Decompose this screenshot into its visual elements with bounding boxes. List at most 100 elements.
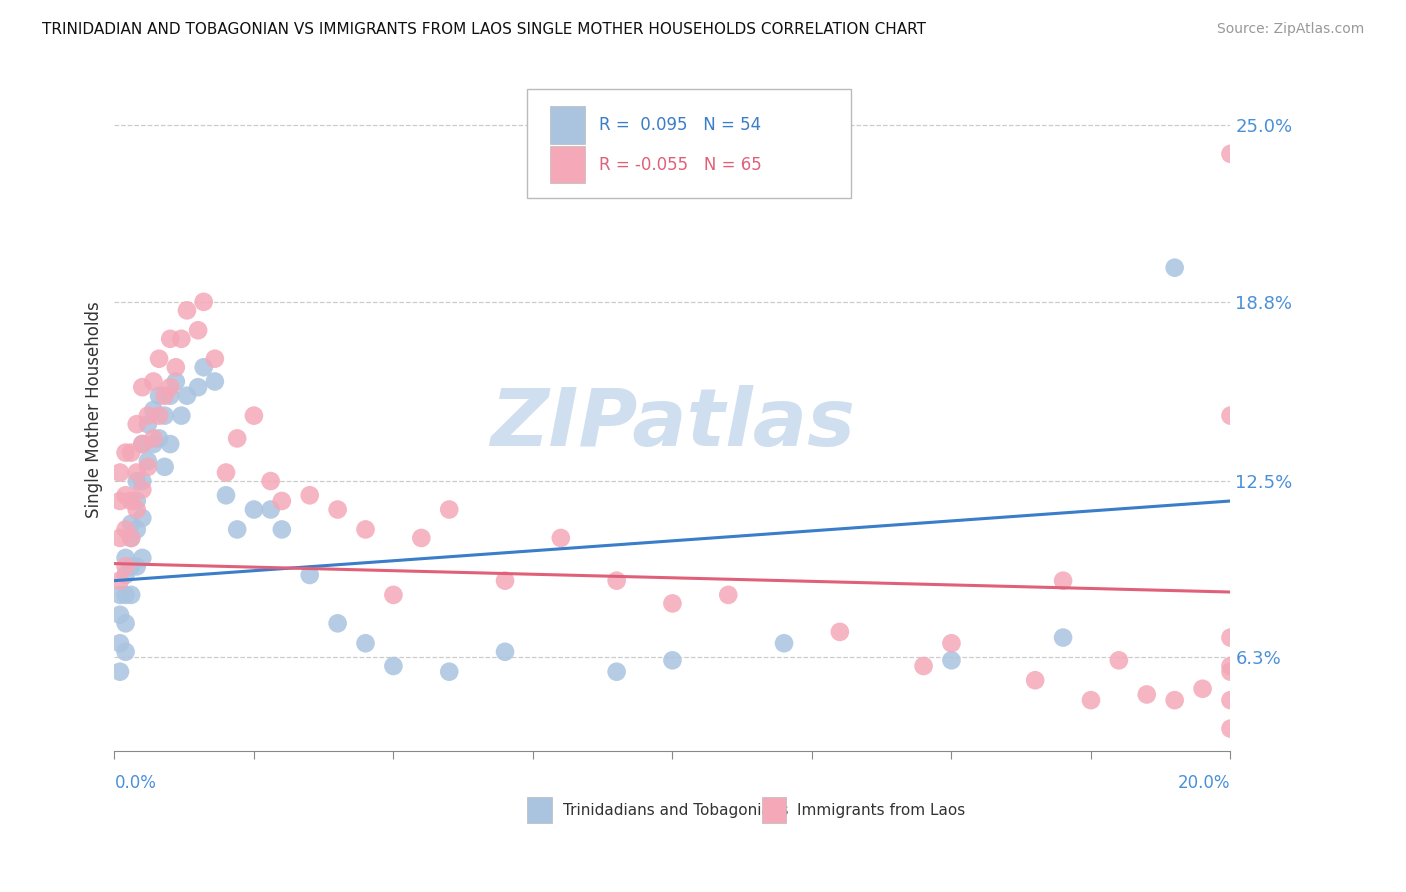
Text: Trinidadians and Tobagonians: Trinidadians and Tobagonians <box>562 803 789 818</box>
Text: TRINIDADIAN AND TOBAGONIAN VS IMMIGRANTS FROM LAOS SINGLE MOTHER HOUSEHOLDS CORR: TRINIDADIAN AND TOBAGONIAN VS IMMIGRANTS… <box>42 22 927 37</box>
Point <box>153 389 176 403</box>
Point <box>354 636 377 650</box>
Point <box>108 531 131 545</box>
Point <box>120 531 142 545</box>
Point <box>148 409 170 423</box>
Point <box>606 665 628 679</box>
Point <box>828 624 851 639</box>
Point <box>193 294 215 309</box>
Point <box>108 574 131 588</box>
Point <box>494 645 516 659</box>
Text: R = -0.055   N = 65: R = -0.055 N = 65 <box>599 156 762 174</box>
Point <box>131 437 153 451</box>
FancyBboxPatch shape <box>550 145 585 183</box>
Point <box>326 502 349 516</box>
Point <box>176 389 198 403</box>
Point <box>136 417 159 432</box>
Point <box>176 303 198 318</box>
Point <box>1219 659 1241 673</box>
Point <box>170 409 193 423</box>
Point <box>550 531 572 545</box>
Point <box>131 437 153 451</box>
Point <box>114 568 136 582</box>
Point <box>215 466 238 480</box>
Point <box>260 474 283 488</box>
Point <box>661 596 683 610</box>
Point <box>125 559 148 574</box>
Point <box>941 636 963 650</box>
FancyBboxPatch shape <box>527 89 851 198</box>
Point <box>120 516 142 531</box>
Point <box>114 645 136 659</box>
Point <box>142 375 165 389</box>
Point <box>326 616 349 631</box>
Point <box>1219 147 1241 161</box>
Point <box>131 380 153 394</box>
Point <box>148 351 170 366</box>
Point <box>142 431 165 445</box>
Point <box>114 445 136 459</box>
Point <box>120 559 142 574</box>
Point <box>108 607 131 622</box>
Point <box>717 588 740 602</box>
Point <box>148 389 170 403</box>
Point <box>108 588 131 602</box>
Point <box>131 550 153 565</box>
Text: 0.0%: 0.0% <box>114 774 156 792</box>
Point <box>125 417 148 432</box>
Point <box>142 403 165 417</box>
Point <box>1052 574 1074 588</box>
Point <box>912 659 935 673</box>
Point <box>215 488 238 502</box>
Point <box>120 588 142 602</box>
Point <box>260 502 283 516</box>
Point <box>114 588 136 602</box>
Point <box>108 494 131 508</box>
Point <box>114 488 136 502</box>
Point <box>114 523 136 537</box>
Point <box>439 502 461 516</box>
FancyBboxPatch shape <box>762 797 786 823</box>
Point <box>125 502 148 516</box>
Point <box>108 665 131 679</box>
Point <box>187 380 209 394</box>
Point <box>193 360 215 375</box>
Point <box>125 494 148 508</box>
Point <box>298 488 321 502</box>
Point <box>159 437 181 451</box>
Point <box>382 588 405 602</box>
Point <box>153 459 176 474</box>
Point <box>439 665 461 679</box>
Point <box>187 323 209 337</box>
Point <box>226 431 249 445</box>
Point <box>1219 409 1241 423</box>
Point <box>153 409 176 423</box>
Point <box>125 523 148 537</box>
Text: R =  0.095   N = 54: R = 0.095 N = 54 <box>599 116 761 134</box>
Point <box>159 389 181 403</box>
Point <box>108 466 131 480</box>
Point <box>494 574 516 588</box>
Point <box>243 409 266 423</box>
Point <box>1136 688 1159 702</box>
Point <box>170 332 193 346</box>
Point <box>1219 722 1241 736</box>
Point <box>131 474 153 488</box>
Point <box>411 531 433 545</box>
Point <box>159 332 181 346</box>
Point <box>270 494 292 508</box>
Point <box>108 636 131 650</box>
Point <box>165 360 187 375</box>
FancyBboxPatch shape <box>550 106 585 144</box>
Point <box>114 550 136 565</box>
Point <box>136 454 159 468</box>
Point <box>120 494 142 508</box>
Point <box>606 574 628 588</box>
Point <box>136 459 159 474</box>
Y-axis label: Single Mother Households: Single Mother Households <box>86 301 103 518</box>
Point <box>1108 653 1130 667</box>
Point <box>1219 693 1241 707</box>
Point <box>125 466 148 480</box>
Point <box>159 380 181 394</box>
Text: Immigrants from Laos: Immigrants from Laos <box>797 803 966 818</box>
